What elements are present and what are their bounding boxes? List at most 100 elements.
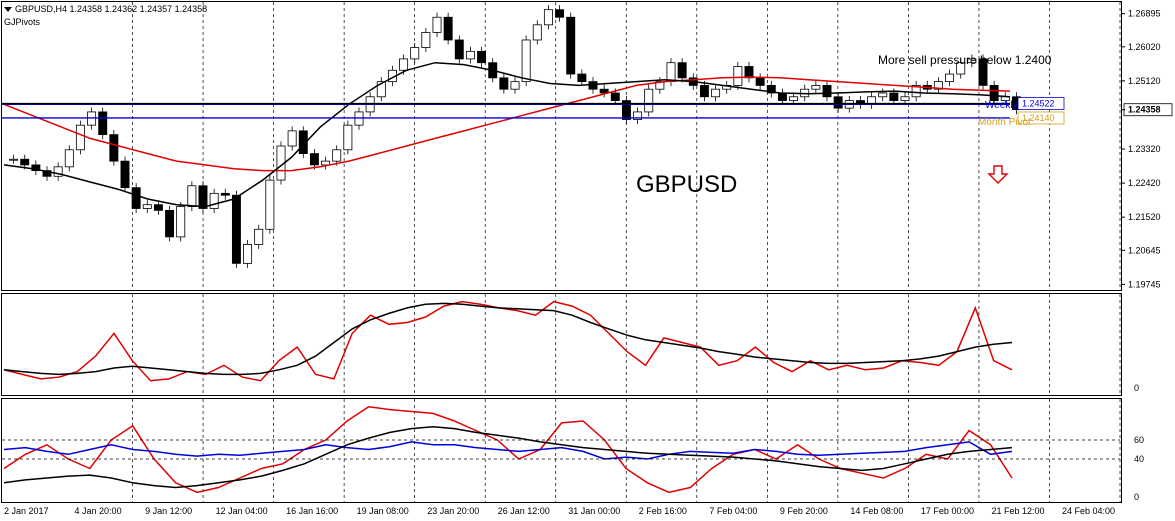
candle-body <box>231 194 241 264</box>
indicator-tick-label: 0 <box>1134 383 1139 393</box>
candle-body <box>75 124 85 151</box>
candle-body <box>789 96 799 101</box>
pivot-price-box <box>1017 111 1065 125</box>
candle-body <box>766 85 776 94</box>
moving-average-line <box>3 76 1011 172</box>
candle-body <box>777 92 787 101</box>
y-tick-label: 1.26895 <box>1128 9 1161 19</box>
candle-body <box>421 32 431 48</box>
indicator-name: GJPivots <box>4 17 41 27</box>
y-tick-label: 1.21520 <box>1128 212 1161 222</box>
candle-body <box>220 192 230 196</box>
comment-label: More sell pressure below 1.2400 <box>878 53 1052 67</box>
x-tick-label: 31 Jan 00:00 <box>568 506 620 516</box>
y-tick-label: 1.26020 <box>1128 42 1161 52</box>
candle-body <box>254 228 264 245</box>
candle-body <box>321 160 331 166</box>
pivot-label: Weekly Pivot <box>985 100 1043 111</box>
candle-body <box>376 81 386 98</box>
x-tick-label: 7 Feb 04:00 <box>709 506 757 516</box>
candle-body <box>555 9 565 18</box>
x-tick-label: 9 Feb 20:00 <box>780 506 828 516</box>
candle-body <box>142 204 152 209</box>
candle-body <box>878 92 888 98</box>
candle-body <box>20 158 30 166</box>
rsi-panel <box>1 398 1122 503</box>
y-tick-label: 1.22420 <box>1128 178 1161 188</box>
candle-body <box>332 149 342 162</box>
candle-body <box>31 164 41 172</box>
candle-body <box>410 47 420 60</box>
candle-body <box>677 62 687 79</box>
candle-body <box>287 130 297 147</box>
candle-body <box>510 81 520 90</box>
candle-body <box>343 124 353 151</box>
watermark-label: GBPUSD <box>636 171 737 198</box>
x-tick-label: 24 Feb 04:00 <box>1062 506 1115 516</box>
indicator-tick-label: 40 <box>1134 454 1144 464</box>
candle-body <box>176 206 186 238</box>
candle-body <box>978 58 988 86</box>
candle-body <box>733 66 743 86</box>
indicator-line <box>3 425 1013 489</box>
y-tick-label: 1.19745 <box>1128 279 1161 289</box>
candle-body <box>543 9 553 26</box>
candle-body <box>443 16 453 41</box>
candle-body <box>98 111 108 136</box>
pivot-label: 1.24522 <box>1022 99 1055 109</box>
x-tick-label: 17 Feb 00:00 <box>921 506 974 516</box>
candle-body <box>610 92 620 101</box>
price-panel <box>1 1 1122 291</box>
pivot-label: 1.24140 <box>1022 113 1055 123</box>
candle-body <box>699 85 709 98</box>
x-tick-label: 16 Jan 16:00 <box>286 506 338 516</box>
collapse-triangle-icon[interactable] <box>4 7 12 13</box>
stochastic-panel <box>1 293 1122 396</box>
candle-body <box>465 50 475 60</box>
candle-body <box>120 160 130 189</box>
moving-average-line <box>3 61 1011 208</box>
stochastic-layer <box>3 300 1013 382</box>
candle-body <box>298 130 308 154</box>
candle-body <box>477 50 487 64</box>
sell-arrow-icon <box>987 165 1009 184</box>
candle-body <box>566 16 576 75</box>
candle-body <box>588 81 598 90</box>
candle-body <box>42 170 52 177</box>
candle-body <box>933 81 943 90</box>
x-tick-label: 2 Feb 16:00 <box>639 506 687 516</box>
pivot-label: Month Pivot <box>978 117 1031 128</box>
y-tick-label: 1.23320 <box>1128 144 1161 154</box>
rsi-layer <box>2 406 1120 494</box>
candle-body <box>755 77 765 86</box>
y-tick-label: 1.24358 <box>1128 105 1161 115</box>
candle-body <box>833 96 843 109</box>
candle-body <box>822 85 832 98</box>
candle-body <box>644 88 654 113</box>
candle-body <box>399 58 409 71</box>
candle-body <box>198 185 208 209</box>
x-tick-label: 4 Jan 20:00 <box>75 506 122 516</box>
candle-body <box>621 100 631 120</box>
candle-body <box>209 192 219 209</box>
x-tick-label: 23 Jan 20:00 <box>427 506 479 516</box>
candle-body <box>64 149 74 168</box>
candle-body <box>9 158 19 161</box>
x-tick-label: 19 Jan 08:00 <box>357 506 409 516</box>
y-tick-label: 1.20645 <box>1128 245 1161 255</box>
candle-body <box>309 153 319 166</box>
candle-body <box>711 88 721 98</box>
candle-body <box>499 77 509 90</box>
candle-body <box>811 85 821 90</box>
candle-body <box>945 73 955 83</box>
candle-body <box>243 244 253 264</box>
candle-body <box>131 187 141 209</box>
x-tick-label: 14 Feb 08:00 <box>850 506 903 516</box>
candle-body <box>911 85 921 98</box>
candle-body <box>900 96 910 101</box>
indicator-line <box>3 300 1013 382</box>
candle-body <box>165 209 175 238</box>
indicator-tick-label: 60 <box>1134 435 1144 445</box>
